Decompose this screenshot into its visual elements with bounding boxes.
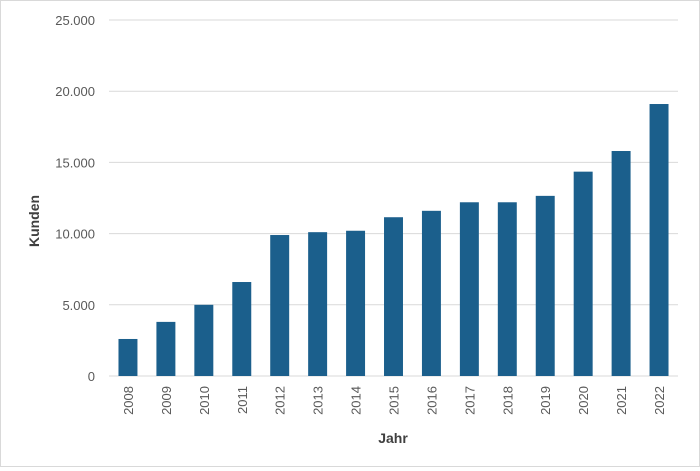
bar-2014 xyxy=(346,230,366,376)
bars xyxy=(118,104,669,377)
x-tick-label: 2009 xyxy=(159,386,174,415)
bar-2019 xyxy=(535,195,555,376)
bar-2009 xyxy=(156,321,176,376)
x-tick-labels: 2008 2009 2010 2011 2012 2013 2014 2015 2016 2017… xyxy=(121,386,667,415)
x-tick-label: 2014 xyxy=(349,386,364,415)
bar-2012 xyxy=(270,235,290,376)
bar-2008 xyxy=(118,338,138,376)
x-tick-label: 2019 xyxy=(538,386,553,415)
bar-2011 xyxy=(232,282,252,376)
bar-2020 xyxy=(573,171,593,376)
bar-2017 xyxy=(459,202,479,376)
bar-2018 xyxy=(497,202,517,376)
x-tick-label: 2015 xyxy=(387,386,402,415)
x-tick-label: 2016 xyxy=(424,386,439,415)
x-tick-label: 2010 xyxy=(197,386,212,415)
bar-2015 xyxy=(384,217,403,376)
x-tick-label: 2017 xyxy=(462,386,477,415)
x-tick-label: 2018 xyxy=(500,386,515,415)
y-tick-label: 25.000 xyxy=(55,13,95,28)
y-tick-label: 0 xyxy=(88,369,95,384)
bar-2022 xyxy=(649,104,669,377)
y-axis-title: Kunden xyxy=(26,195,42,247)
x-tick-label: 2021 xyxy=(614,386,629,415)
x-tick-label: 2020 xyxy=(576,386,591,415)
y-tick-label: 20.000 xyxy=(55,84,95,99)
y-tick-labels: 0 5.000 10.000 15.000 20.000 25.000 xyxy=(55,13,95,384)
x-tick-label: 2013 xyxy=(311,386,326,415)
x-axis-title: Jahr xyxy=(378,430,408,446)
x-tick-label: 2011 xyxy=(235,386,250,414)
bar-2013 xyxy=(308,232,328,376)
bar-2010 xyxy=(194,304,214,376)
y-tick-label: 5.000 xyxy=(62,298,95,313)
bar-2021 xyxy=(611,151,631,376)
y-tick-label: 10.000 xyxy=(55,227,95,242)
bar-2016 xyxy=(421,210,441,376)
x-tick-label: 2012 xyxy=(273,386,288,415)
x-tick-label: 2008 xyxy=(121,386,136,415)
y-tick-label: 15.000 xyxy=(55,155,95,170)
x-tick-label: 2022 xyxy=(652,386,667,415)
